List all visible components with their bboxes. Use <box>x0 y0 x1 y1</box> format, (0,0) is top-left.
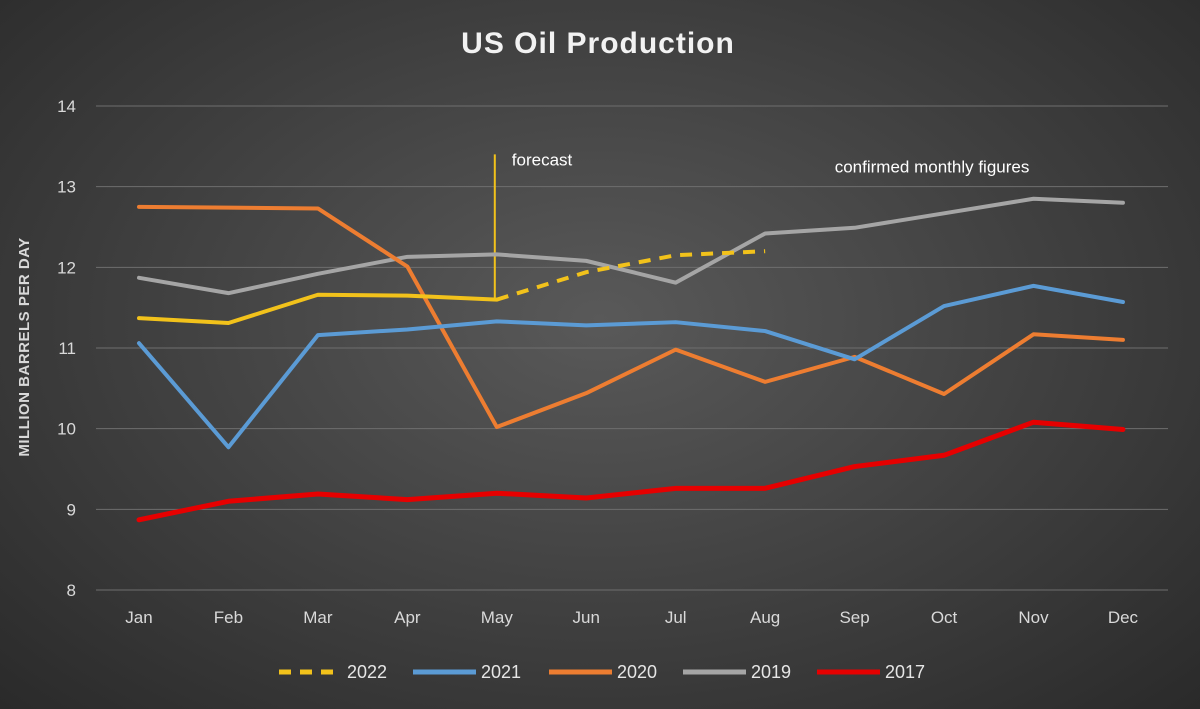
y-tick-label: 13 <box>57 178 76 197</box>
series-lines <box>136 196 1126 523</box>
x-tick-label: Sep <box>839 608 869 627</box>
annotation-confirmed: confirmed monthly figures <box>835 157 1030 176</box>
series-line-2021 <box>137 283 1125 450</box>
annotation-forecast: forecast <box>512 150 573 169</box>
legend-item-2021[interactable]: 2021 <box>413 662 521 682</box>
y-tick-label: 9 <box>67 500 76 519</box>
x-tick-label: Oct <box>931 608 958 627</box>
series-line-2022-actual <box>137 292 499 325</box>
legend-item-2020[interactable]: 2020 <box>549 662 657 682</box>
x-tick-label: Aug <box>750 608 780 627</box>
gridlines <box>96 105 1168 591</box>
legend-item-2022[interactable]: 2022 <box>279 662 387 682</box>
x-tick-label: Nov <box>1018 608 1049 627</box>
legend-label: 2017 <box>885 662 925 682</box>
series-line-2020 <box>137 204 1125 430</box>
series-2022 <box>137 249 766 325</box>
x-axis-ticks: Jan Feb Mar Apr May Jun Jul Aug Sep Oct Nov Dec <box>125 608 1138 627</box>
legend-label: 2022 <box>347 662 387 682</box>
x-tick-label: Jun <box>573 608 600 627</box>
x-tick-label: Mar <box>303 608 333 627</box>
chart-title: US Oil Production <box>461 27 735 60</box>
series-2017 <box>136 419 1126 523</box>
y-tick-label: 14 <box>57 97 76 116</box>
y-axis-label: MILLION BARRELS PER DAY <box>16 237 33 456</box>
x-tick-label: Jul <box>665 608 687 627</box>
legend-item-2017[interactable]: 2017 <box>817 662 925 682</box>
x-tick-label: Dec <box>1108 608 1139 627</box>
y-tick-label: 12 <box>57 258 76 277</box>
y-axis-ticks: 8 9 10 11 12 13 14 <box>57 97 76 600</box>
series-line-2019 <box>137 196 1125 296</box>
x-tick-label: Feb <box>214 608 243 627</box>
series-line-2017 <box>136 419 1126 523</box>
annotations: forecast confirmed monthly figures <box>493 150 1030 300</box>
series-2020 <box>137 204 1125 430</box>
legend-label: 2019 <box>751 662 791 682</box>
x-tick-label: May <box>481 608 514 627</box>
series-2019 <box>137 196 1125 296</box>
x-tick-label: Apr <box>394 608 421 627</box>
y-tick-label: 10 <box>57 420 76 439</box>
y-tick-label: 11 <box>58 339 76 358</box>
series-line-2022-forecast <box>496 249 766 302</box>
series-2021 <box>137 283 1125 450</box>
legend-label: 2020 <box>617 662 657 682</box>
legend[interactable]: 2022 2021 2020 2019 2017 <box>279 662 925 682</box>
x-tick-label: Jan <box>125 608 152 627</box>
y-tick-label: 8 <box>67 581 76 600</box>
legend-label: 2021 <box>481 662 521 682</box>
legend-item-2019[interactable]: 2019 <box>683 662 791 682</box>
